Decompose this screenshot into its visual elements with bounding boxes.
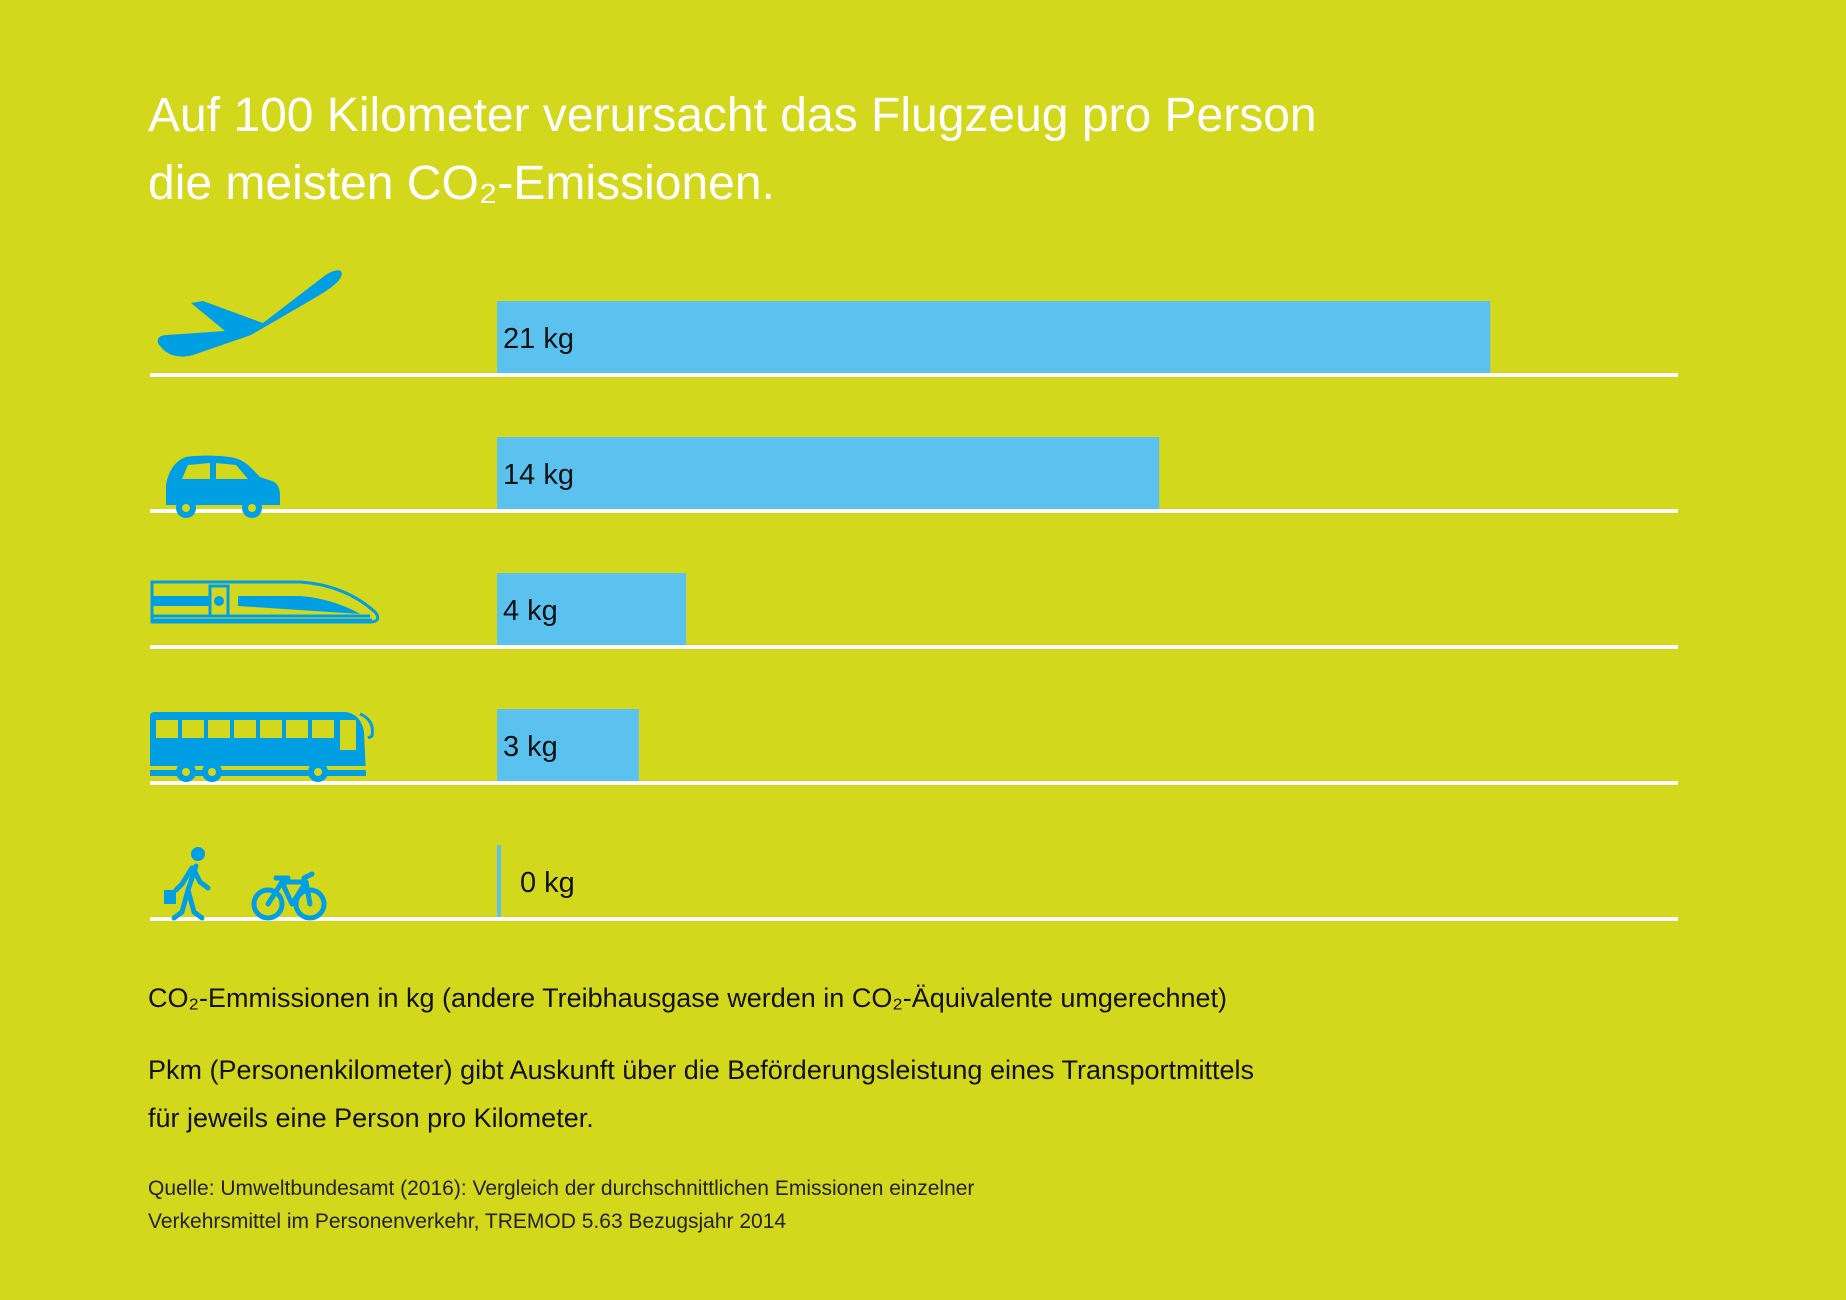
source-note: Quelle: Umweltbundesamt (2016): Vergleic… xyxy=(148,1172,974,1238)
bar-row-bus: 3 kg xyxy=(150,709,1678,785)
bar-walking-and-cycling xyxy=(497,845,501,917)
bar-row-car: 14 kg xyxy=(150,437,1678,513)
pkm-note-line-1: Pkm (Personenkilometer) gibt Auskunft üb… xyxy=(148,1055,1255,1085)
value-label: 21 kg xyxy=(503,323,574,355)
value-label: 3 kg xyxy=(503,731,558,763)
pedestrian-and-bicycle-icon xyxy=(164,847,327,921)
row-baseline xyxy=(150,509,1678,513)
title-line-2: die meisten CO₂-Emissionen. xyxy=(148,157,775,210)
row-baseline xyxy=(150,781,1678,785)
car-icon xyxy=(166,455,280,518)
row-baseline xyxy=(150,373,1678,377)
bar-train xyxy=(497,573,687,645)
value-label: 0 kg xyxy=(520,867,575,899)
bar-bus xyxy=(497,709,639,781)
bus-icon xyxy=(150,712,374,782)
bar-chart: 21 kg 14 kg 4 kg 3 kg 0 kg xyxy=(150,270,1678,921)
source-line-2: Verkehrsmittel im Personenverkehr, TREMO… xyxy=(148,1210,787,1233)
source-line-1: Quelle: Umweltbundesamt (2016): Vergleic… xyxy=(148,1177,975,1200)
bar-row-airplane: 21 kg xyxy=(150,301,1678,377)
unit-note-text: CO₂-Emmissionen in kg (andere Treibhausg… xyxy=(148,983,1227,1013)
bar-row-train: 4 kg xyxy=(150,573,1678,649)
bar-car xyxy=(497,437,1160,509)
value-label: 14 kg xyxy=(503,459,574,491)
chart-title: Auf 100 Kilometer verursacht das Flugzeu… xyxy=(148,82,1448,218)
unit-note: CO₂-Emmissionen in kg (andere Treibhausg… xyxy=(148,974,1227,1022)
airplane-icon xyxy=(157,270,342,357)
row-baseline xyxy=(150,917,1678,921)
row-baseline xyxy=(150,645,1678,649)
train-icon xyxy=(150,580,380,624)
pkm-note: Pkm (Personenkilometer) gibt Auskunft üb… xyxy=(148,1046,1254,1142)
bar-airplane xyxy=(497,301,1491,373)
pkm-note-line-2: für jeweils eine Person pro Kilometer. xyxy=(148,1103,594,1133)
bar-row-walking-and-cycling: 0 kg xyxy=(150,845,1678,921)
value-label: 4 kg xyxy=(503,595,558,627)
title-line-1: Auf 100 Kilometer verursacht das Flugzeu… xyxy=(148,89,1317,142)
